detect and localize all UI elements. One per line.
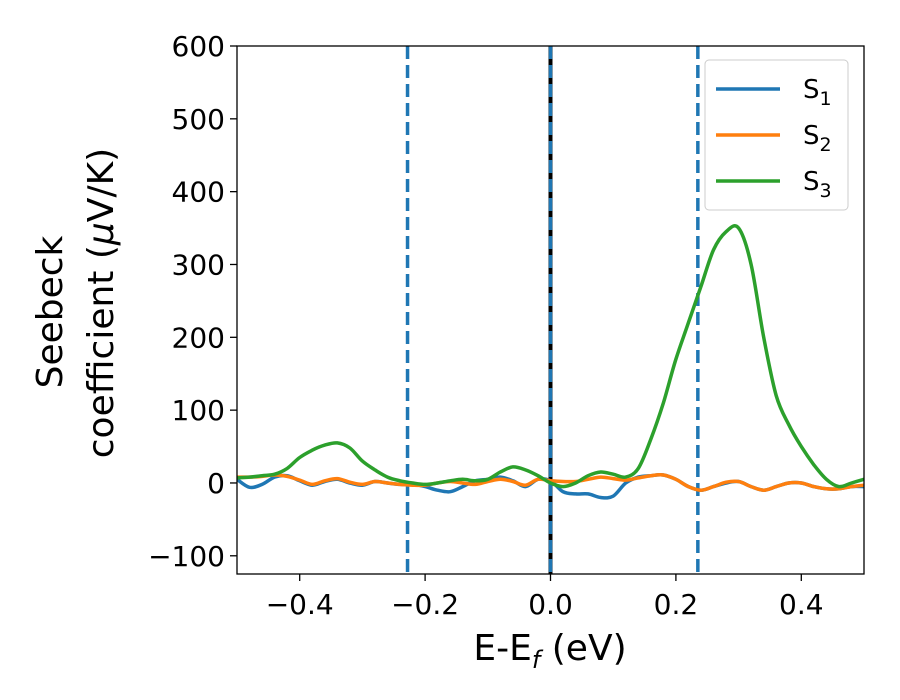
y-tick-label: 100 (172, 394, 225, 427)
legend: S1 S2 S3 (704, 59, 849, 211)
x-tick-label: −0.2 (391, 588, 459, 621)
y-tick-label: 200 (172, 321, 225, 354)
y-tick-label: 0 (207, 467, 225, 500)
x-tick-label: 0.2 (654, 588, 699, 621)
series-line-S3 (237, 224, 864, 489)
series-lines (237, 224, 864, 500)
y-tick-label: 600 (172, 30, 225, 63)
series-line-S2 (237, 472, 864, 492)
y-axis-title-line2: coefficient (μV/K) (81, 148, 122, 458)
y-tick-label: −100 (148, 540, 225, 573)
y-tick-label: 500 (172, 103, 225, 136)
legend-label-S2: S2 (803, 121, 832, 156)
x-tick-label: −0.4 (266, 588, 334, 621)
x-axis-ticks: −0.4 −0.2 0.0 0.2 0.4 (266, 574, 824, 621)
x-tick-label: 0.0 (528, 588, 573, 621)
legend-label-S3: S3 (803, 167, 832, 202)
x-tick-label: 0.4 (779, 588, 824, 621)
x-axis-title: E-Ef (eV) (473, 628, 626, 674)
y-axis-title: Seebeck coefficient (μV/K) (30, 148, 122, 458)
y-axis-ticks: −100 0 100 200 300 400 500 600 (148, 30, 237, 573)
legend-label-S1: S1 (803, 75, 832, 110)
y-axis-title-line1: Seebeck (30, 235, 71, 388)
y-tick-label: 300 (172, 248, 225, 281)
y-tick-label: 400 (172, 176, 225, 209)
